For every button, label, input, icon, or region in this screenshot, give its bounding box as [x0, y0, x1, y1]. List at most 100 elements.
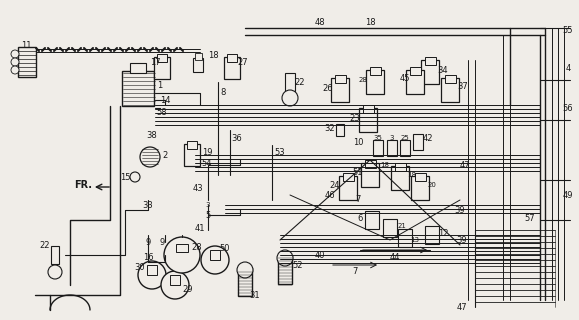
- Bar: [331, 78, 349, 102]
- Text: 55: 55: [563, 26, 573, 35]
- Bar: [227, 54, 237, 62]
- Text: 20: 20: [427, 182, 437, 188]
- Text: 4: 4: [565, 63, 571, 73]
- Bar: [361, 163, 379, 187]
- Bar: [157, 54, 167, 62]
- Text: 8: 8: [221, 87, 226, 97]
- Bar: [278, 256, 292, 284]
- Text: 47: 47: [457, 303, 467, 313]
- Bar: [369, 67, 380, 75]
- Circle shape: [11, 58, 19, 66]
- Bar: [285, 73, 295, 91]
- Text: 31: 31: [250, 291, 261, 300]
- Circle shape: [48, 265, 62, 279]
- Bar: [424, 57, 435, 65]
- Text: FR.: FR.: [74, 180, 92, 190]
- Bar: [425, 226, 439, 244]
- Bar: [51, 246, 59, 264]
- Bar: [210, 250, 220, 260]
- Text: 13: 13: [411, 237, 420, 243]
- Text: 32: 32: [325, 124, 335, 132]
- Bar: [170, 275, 180, 285]
- Text: 9: 9: [145, 237, 151, 246]
- Text: 39: 39: [455, 205, 466, 214]
- Bar: [187, 141, 197, 149]
- Bar: [365, 211, 379, 229]
- Text: 33: 33: [142, 201, 153, 210]
- Text: 16: 16: [142, 253, 153, 262]
- Bar: [224, 57, 240, 79]
- Bar: [387, 140, 397, 156]
- Text: 2: 2: [162, 150, 168, 159]
- Text: 40: 40: [315, 251, 325, 260]
- Bar: [394, 163, 405, 171]
- Circle shape: [11, 50, 19, 58]
- Text: 11: 11: [21, 41, 31, 50]
- Bar: [383, 219, 397, 237]
- Bar: [366, 70, 384, 94]
- Circle shape: [11, 66, 19, 74]
- Bar: [365, 160, 376, 168]
- Bar: [18, 47, 36, 77]
- Bar: [193, 58, 203, 72]
- Text: 17: 17: [150, 58, 160, 67]
- Text: 3: 3: [206, 202, 210, 208]
- Text: 22: 22: [40, 241, 50, 250]
- Circle shape: [140, 147, 160, 167]
- Bar: [409, 67, 420, 75]
- Bar: [441, 78, 459, 102]
- Text: 27: 27: [238, 58, 248, 67]
- Text: 3: 3: [390, 135, 394, 141]
- Bar: [122, 70, 154, 106]
- Bar: [339, 176, 357, 200]
- Bar: [238, 268, 252, 296]
- Bar: [335, 75, 346, 83]
- Text: 43: 43: [193, 183, 203, 193]
- Bar: [373, 140, 383, 156]
- Bar: [421, 60, 439, 84]
- Text: 30: 30: [135, 263, 145, 273]
- Text: 26: 26: [323, 84, 334, 92]
- Bar: [400, 140, 410, 156]
- Text: 52: 52: [293, 260, 303, 269]
- Bar: [176, 244, 188, 252]
- Text: 57: 57: [525, 213, 536, 222]
- Text: 14: 14: [160, 95, 170, 105]
- Text: 6: 6: [357, 213, 362, 222]
- Text: 56: 56: [563, 103, 573, 113]
- Bar: [398, 229, 412, 247]
- Bar: [359, 108, 377, 132]
- Bar: [147, 265, 157, 275]
- Bar: [130, 63, 146, 73]
- Bar: [362, 105, 373, 113]
- Text: 18: 18: [365, 18, 375, 27]
- Text: 34: 34: [438, 66, 448, 75]
- Text: 21: 21: [398, 223, 406, 229]
- Text: 28: 28: [358, 77, 368, 83]
- Text: 39: 39: [457, 236, 467, 244]
- Text: 22: 22: [295, 77, 305, 86]
- Text: 42: 42: [423, 133, 433, 142]
- Bar: [343, 173, 354, 181]
- Text: 18: 18: [408, 172, 416, 178]
- Text: 45: 45: [400, 74, 411, 83]
- Text: 25: 25: [401, 135, 409, 141]
- Text: 29: 29: [183, 285, 193, 294]
- Text: 50: 50: [220, 244, 230, 252]
- Text: 53: 53: [274, 148, 285, 156]
- Circle shape: [161, 271, 189, 299]
- Text: 35: 35: [373, 135, 383, 141]
- Text: 49: 49: [563, 190, 573, 199]
- Text: 51: 51: [353, 167, 363, 177]
- Bar: [154, 57, 170, 79]
- Text: 48: 48: [315, 18, 325, 27]
- Bar: [336, 124, 344, 136]
- Text: 38: 38: [146, 131, 157, 140]
- Text: 1: 1: [157, 81, 163, 90]
- Text: 10: 10: [353, 138, 363, 147]
- Text: 28: 28: [192, 243, 202, 252]
- Text: 15: 15: [120, 172, 130, 181]
- Bar: [184, 144, 200, 166]
- Text: 47: 47: [460, 161, 470, 170]
- Text: 18: 18: [380, 162, 390, 168]
